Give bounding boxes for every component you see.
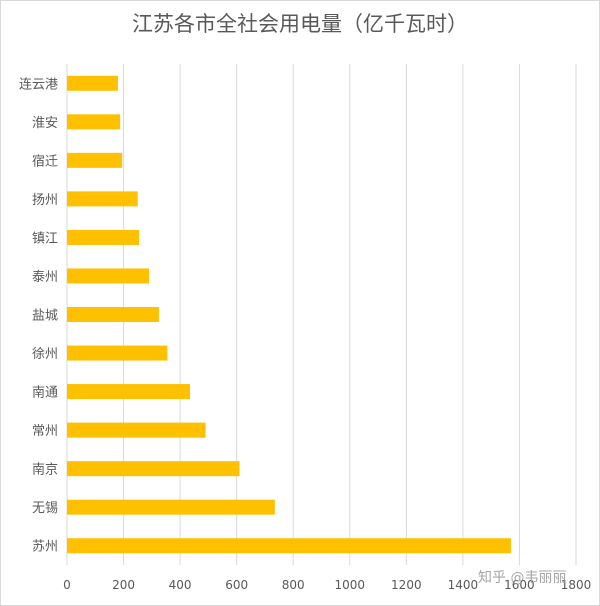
bar [67,152,123,168]
category-label: 常州 [32,424,58,439]
category-label: 南京 [32,462,58,478]
category-label: 苏州 [32,539,58,555]
x-tick-label: 1800 [561,578,592,592]
x-tick-label: 600 [225,578,248,592]
category-label: 连云港 [19,76,58,92]
bar [67,345,168,361]
x-tick-label: 200 [112,578,135,592]
x-tick-label: 800 [282,578,305,592]
category-label: 泰州 [32,270,58,285]
x-tick-label: 1000 [335,578,366,592]
bar [67,268,150,284]
category-label: 宿迁 [32,153,58,169]
category-label: 徐州 [32,347,58,362]
x-tick-label: 0 [63,578,71,592]
bar [67,307,159,322]
chart-title: 江苏各市全社会用电量（亿千瓦时） [132,12,468,36]
x-tick-label: 400 [169,578,192,592]
category-label: 南通 [32,385,58,401]
category-label: 盐城 [32,309,58,324]
bar [67,384,191,400]
category-label: 扬州 [32,193,58,208]
category-label: 淮安 [32,116,58,131]
bar [67,114,121,130]
bar [67,461,240,477]
bar [67,422,206,438]
bar [67,75,118,91]
category-label: 无锡 [32,501,58,516]
bar [67,499,275,515]
x-tick-label: 1200 [391,578,422,592]
bar [67,538,511,554]
x-tick-label: 1600 [504,578,535,592]
category-label: 镇江 [32,231,58,246]
bar [67,191,138,207]
x-tick-label: 1400 [448,578,479,592]
watermark: 知乎 @韦丽丽 [478,570,567,586]
bar [67,229,140,245]
